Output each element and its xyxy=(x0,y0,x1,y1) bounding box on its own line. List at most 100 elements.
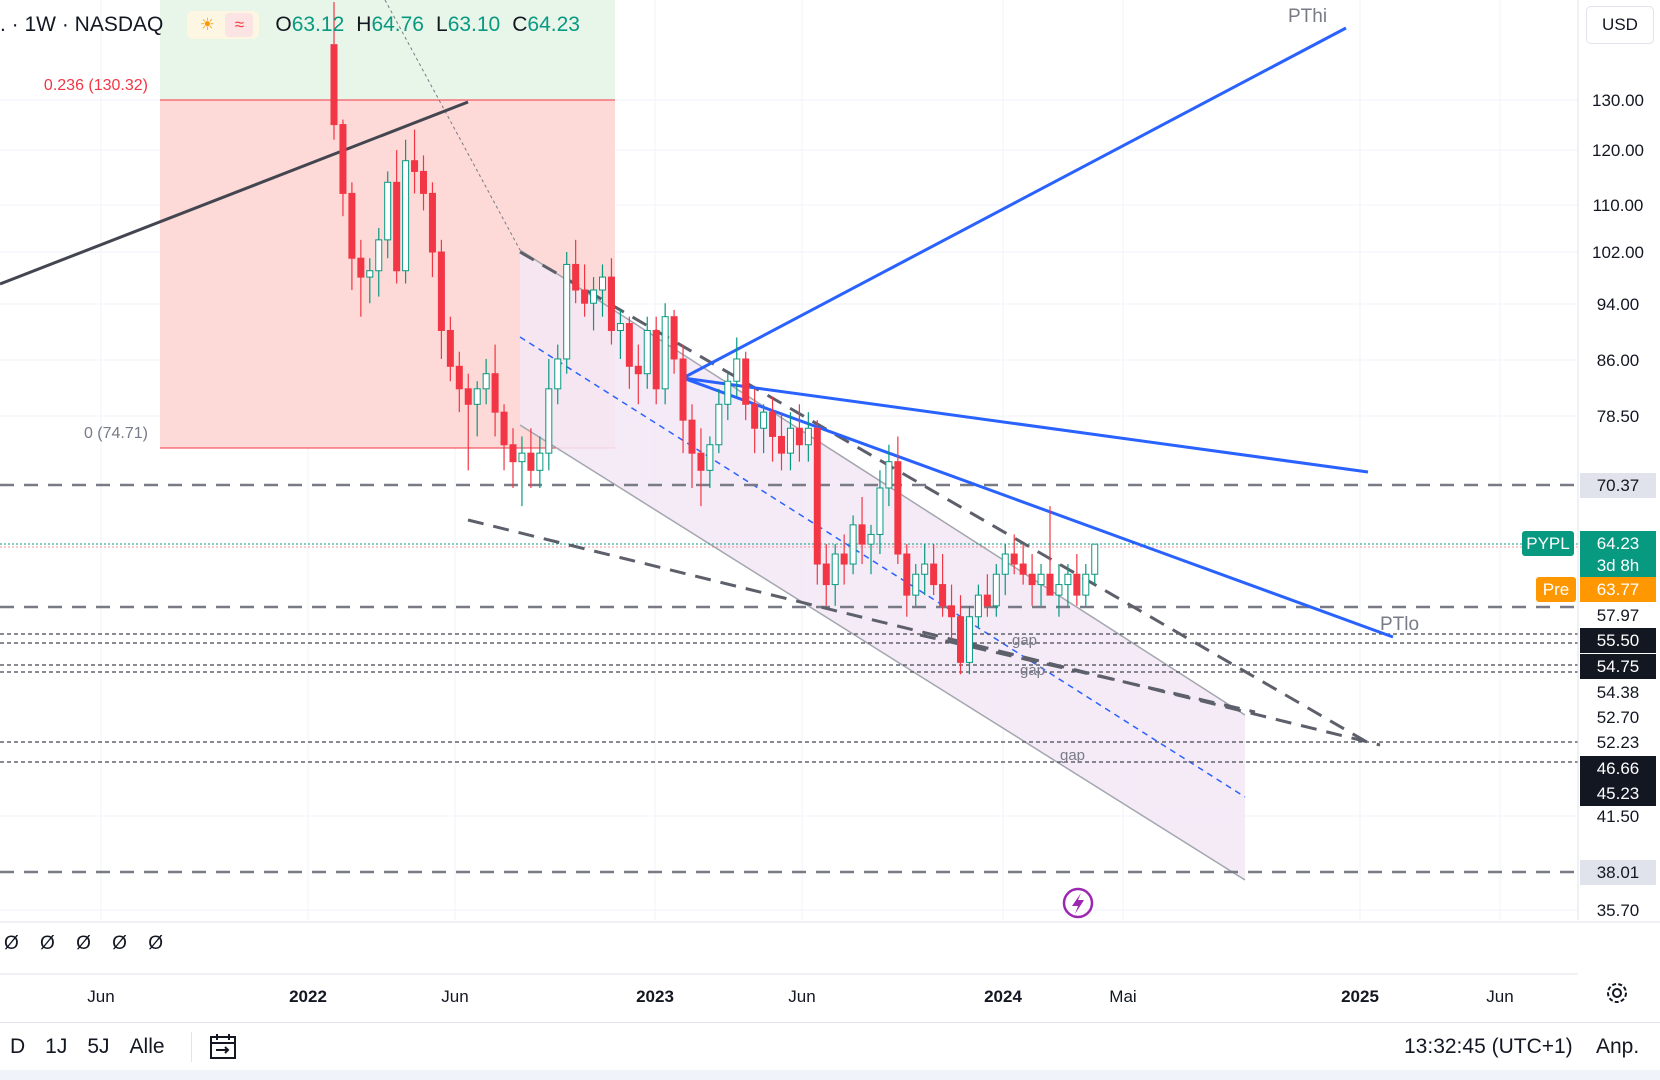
candle xyxy=(402,139,410,284)
candle xyxy=(554,344,562,405)
candle xyxy=(446,316,454,382)
candle-body xyxy=(500,411,508,446)
timeframe-1j[interactable]: 1J xyxy=(45,1035,68,1058)
candle-body xyxy=(939,584,947,607)
close-label: C xyxy=(512,13,528,36)
candle xyxy=(616,309,624,359)
level-badge-label: 55.50 xyxy=(1597,631,1640,650)
candle xyxy=(545,358,553,471)
flash-icon[interactable] xyxy=(1062,887,1094,919)
candle xyxy=(1037,564,1045,606)
low-label: L xyxy=(436,13,448,36)
price-tick-label: 102.00 xyxy=(1592,243,1644,262)
candle-body xyxy=(876,487,884,535)
label-gap-1: gap xyxy=(1012,632,1037,649)
clock[interactable]: 13:32:45 (UTC+1) xyxy=(1404,1035,1573,1058)
candle-body xyxy=(339,124,347,194)
candle xyxy=(330,2,338,140)
candle-body xyxy=(715,403,723,446)
candle-body xyxy=(348,192,356,259)
price-chart[interactable]: 0.236 (130.32) 0 (74.71) PThi PTlo gap g xyxy=(0,0,1660,1022)
candle xyxy=(804,412,812,462)
candle xyxy=(357,239,365,317)
currency-selector[interactable]: USD xyxy=(1586,6,1654,44)
timeframe-5j[interactable]: 5J xyxy=(87,1035,110,1058)
candle xyxy=(831,544,839,606)
candle xyxy=(473,381,481,437)
candle-body xyxy=(572,263,580,291)
high-value: 64.76 xyxy=(371,13,424,36)
candle-body xyxy=(330,44,338,126)
candles-layer xyxy=(330,2,1099,675)
candle xyxy=(715,388,723,454)
candle-body xyxy=(957,616,964,663)
candle-body xyxy=(1010,553,1018,565)
level-badge xyxy=(1580,473,1656,498)
candle-body xyxy=(643,329,651,375)
candle-body xyxy=(679,358,687,421)
candle-body xyxy=(607,276,615,331)
chart-header: . · 1W · NASDAQ ☀ ≈ O 63.12 H 64.76 L 63.10… xyxy=(0,8,592,42)
candle xyxy=(437,239,445,359)
candle xyxy=(1091,543,1099,585)
candle-body xyxy=(518,452,526,463)
adjust-button[interactable]: Anp. xyxy=(1596,1035,1640,1058)
candle-body xyxy=(804,427,812,446)
candle xyxy=(572,239,580,304)
price-tick-label: 78.50 xyxy=(1597,407,1640,426)
label-gap-2: gap xyxy=(1020,662,1045,679)
candle xyxy=(894,436,902,565)
candle-body xyxy=(795,427,803,446)
timeframe-d[interactable]: D xyxy=(10,1035,26,1058)
regression-channel[interactable] xyxy=(520,250,1245,880)
time-tick-label: Mai xyxy=(1109,987,1136,1006)
time-axis[interactable]: Jun 2022 Jun 2023 Jun 2024 Mai 2025 Jun xyxy=(87,987,1513,1006)
candle-body xyxy=(625,323,633,367)
candle xyxy=(670,309,678,374)
price-tick-label: 41.50 xyxy=(1597,807,1640,826)
candle-body xyxy=(822,563,830,586)
level-badge xyxy=(1580,628,1656,653)
candle xyxy=(885,444,893,507)
fib-level-bottom: 0 (74.71) xyxy=(84,425,148,442)
time-tick-label: Jun xyxy=(441,987,468,1006)
candle-body xyxy=(903,553,911,596)
price-tick-label: 94.00 xyxy=(1597,295,1640,314)
candle xyxy=(688,404,696,488)
candle xyxy=(795,404,803,462)
fib-level-top: 0.236 (130.32) xyxy=(44,77,148,94)
candle xyxy=(679,344,687,454)
low-value: 63.10 xyxy=(447,13,501,36)
symbol-info[interactable]: . · 1W · NASDAQ xyxy=(0,13,164,36)
candle-body xyxy=(420,170,427,194)
trendline-long-term[interactable] xyxy=(0,100,469,286)
weather-sun-icon[interactable]: ☀ xyxy=(199,15,215,34)
price-axis[interactable]: 130.00 120.00 110.00 102.00 94.00 86.00 78.50 4… xyxy=(1592,91,1644,920)
candle xyxy=(813,420,821,585)
calendar-range-icon[interactable] xyxy=(208,1032,238,1062)
candle-body xyxy=(1001,553,1009,575)
candle-body xyxy=(1037,573,1045,586)
candle xyxy=(742,351,750,421)
countdown-badge: 3d 8h xyxy=(1597,556,1640,575)
price-tick-label: 120.00 xyxy=(1592,141,1644,160)
level-badge xyxy=(1580,705,1656,730)
open-value: 63.12 xyxy=(291,13,345,36)
candle-body xyxy=(733,358,741,382)
settings-gear-icon[interactable] xyxy=(1604,980,1630,1006)
candle xyxy=(992,564,1000,617)
candle-body xyxy=(983,594,991,607)
candle-body xyxy=(545,388,553,454)
candle xyxy=(339,119,347,217)
candle-body xyxy=(930,563,938,586)
wave-icon[interactable]: ≈ xyxy=(225,13,254,37)
timeframe-alle[interactable]: Alle xyxy=(129,1035,165,1058)
candle xyxy=(563,252,571,374)
candle-body xyxy=(437,251,445,331)
candle-body xyxy=(563,263,571,360)
candle-body xyxy=(536,452,544,471)
candle-body xyxy=(992,573,1000,607)
candle xyxy=(939,554,947,617)
candle-body xyxy=(527,452,535,471)
candle-body xyxy=(742,358,750,405)
